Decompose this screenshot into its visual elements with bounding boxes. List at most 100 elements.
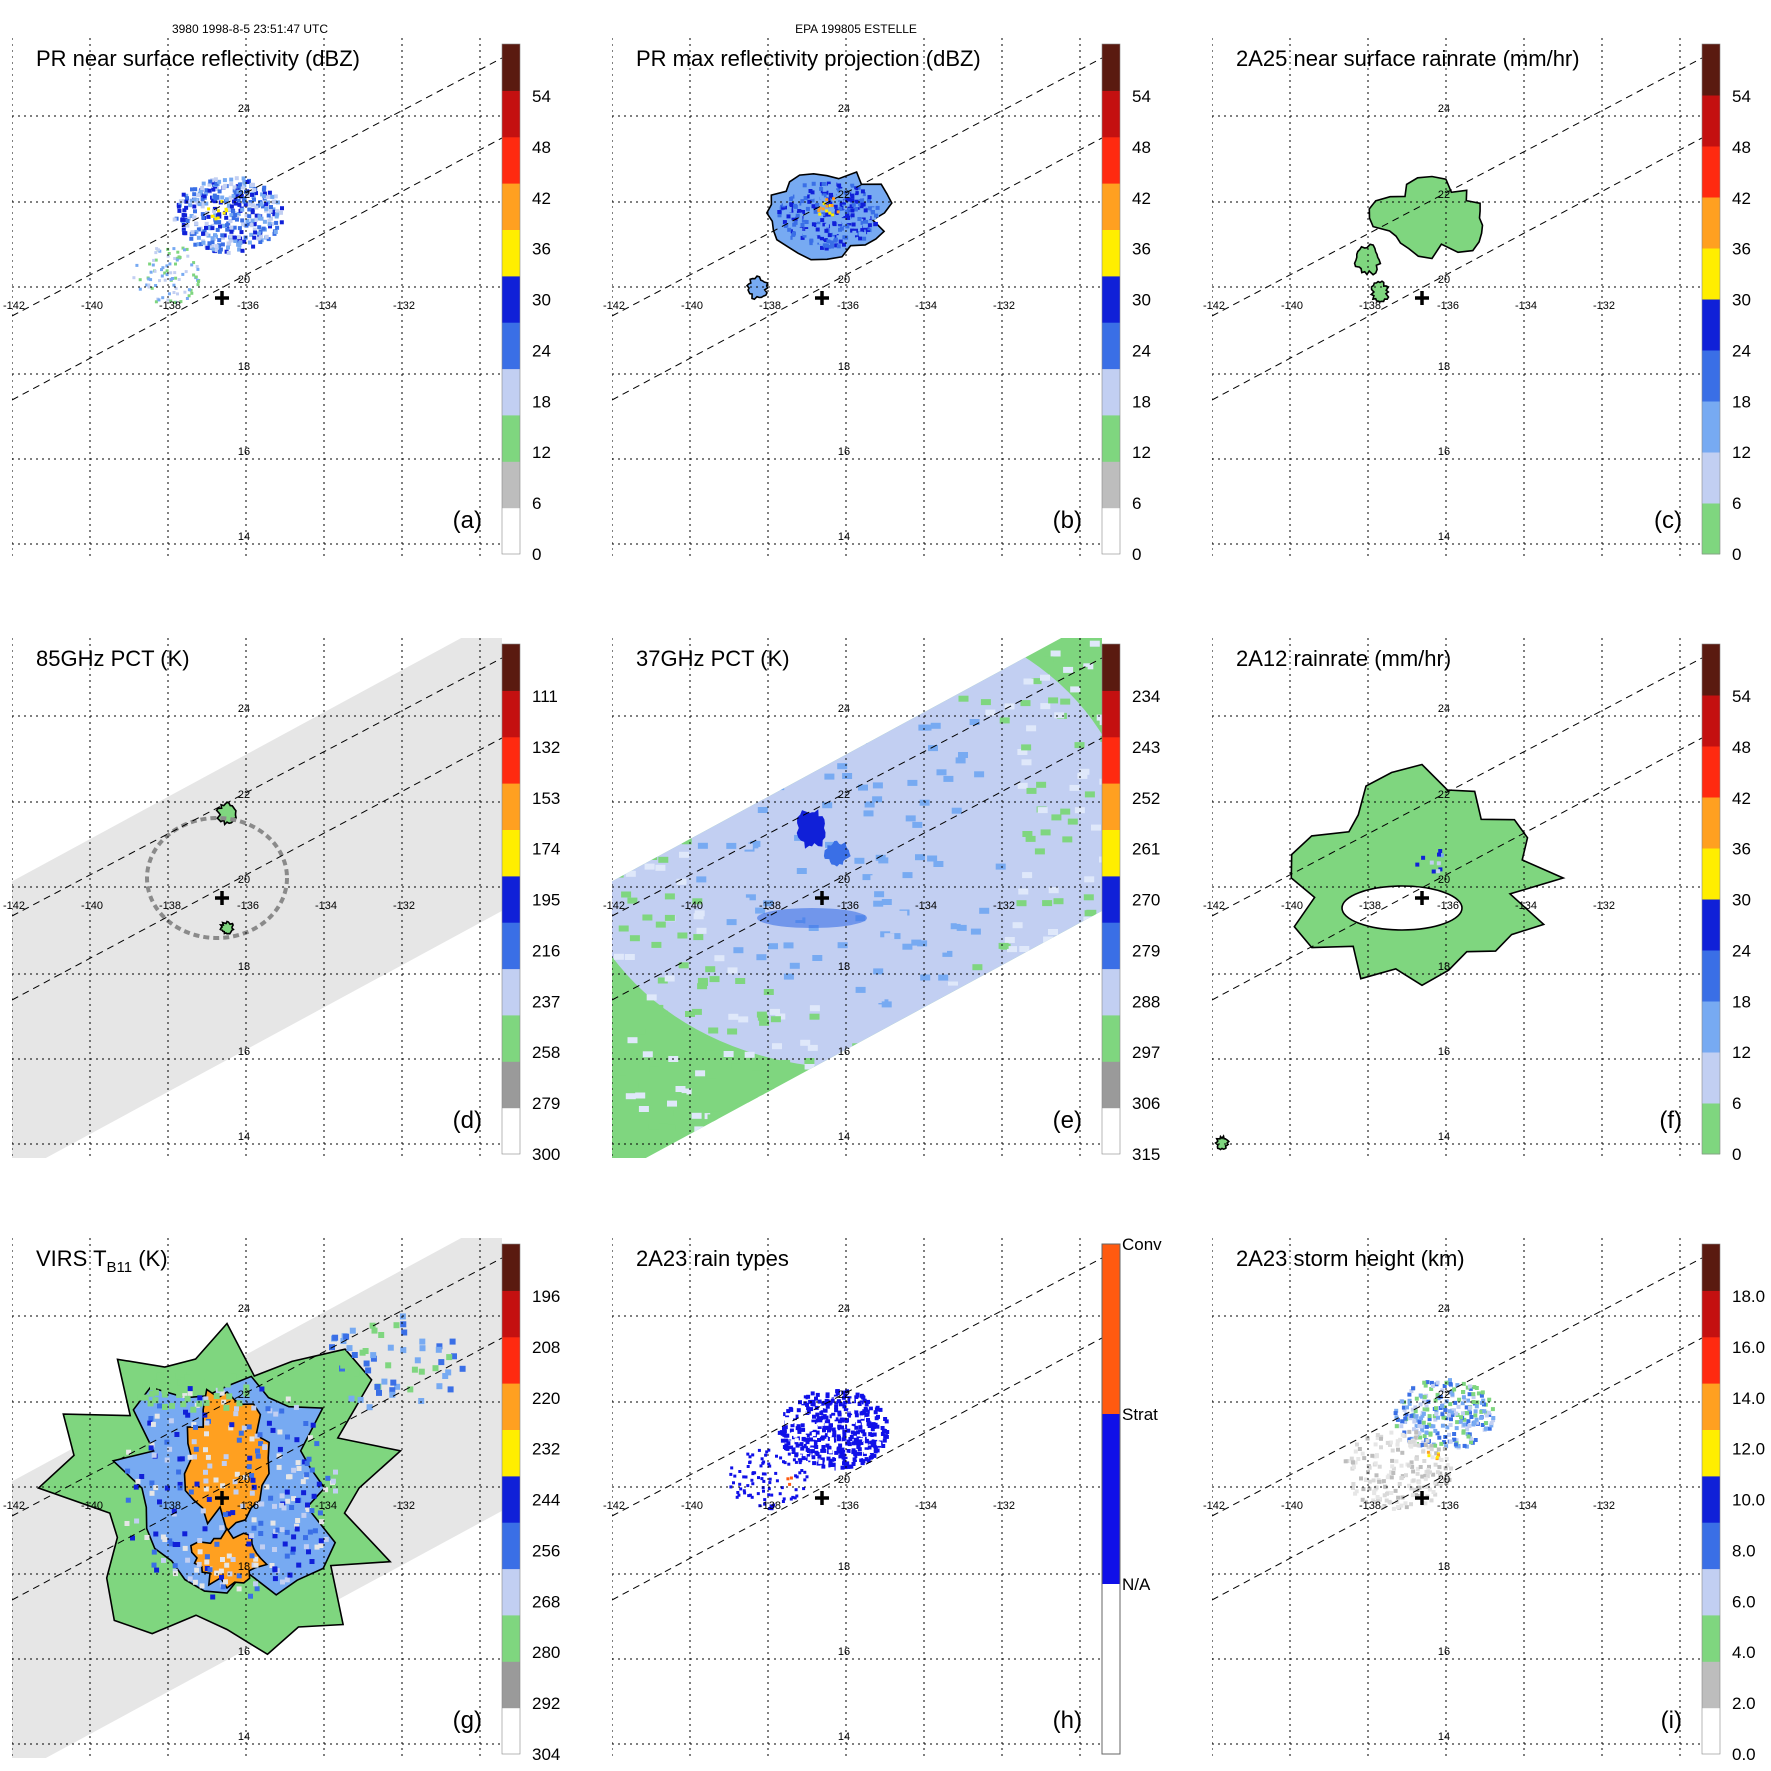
panel-i: -142 -140 -138 -136 -134 -132 24 22 20 18 16 14 2A23… <box>1203 1238 1765 1764</box>
panel-title: PR max reflectivity projection (dBZ) <box>636 46 981 71</box>
lon-label: -140 <box>1281 900 1303 912</box>
lat-label: 18 <box>838 361 850 373</box>
lon-label: -134 <box>1515 300 1537 312</box>
lon-label: -142 <box>3 900 25 912</box>
colorbar-tick-label: 0 <box>1732 545 1741 564</box>
colorbar-tick-label: 24 <box>532 341 551 360</box>
storm-center-icon <box>815 291 829 305</box>
colorbar-tick-label: 12 <box>1132 443 1151 462</box>
field-pr_max_reflectivity <box>745 170 893 301</box>
swath-edges <box>12 57 502 401</box>
colorbar <box>1701 43 1721 555</box>
lat-label: 18 <box>838 961 850 973</box>
colorbar-tick-label: 315 <box>1132 1145 1160 1164</box>
lat-label: 22 <box>1438 1389 1450 1401</box>
map-area <box>1212 38 1702 558</box>
colorbar-tick-label: 24 <box>1732 341 1751 360</box>
swath-edges <box>612 1257 1102 1601</box>
lat-label: 18 <box>1438 1561 1450 1573</box>
swath-edges <box>1212 57 1702 401</box>
field-rain_types <box>729 1389 890 1511</box>
lat-label: 16 <box>838 1046 850 1058</box>
lon-label: -140 <box>681 900 703 912</box>
lat-label: 14 <box>1438 1131 1450 1143</box>
lat-label: 14 <box>238 1731 250 1743</box>
map-area <box>1212 1238 1702 1758</box>
colorbar-tick-label: 6.0 <box>1732 1592 1756 1611</box>
colorbar-tick-label: 54 <box>1732 87 1751 106</box>
colorbar-tick-label: 48 <box>1132 138 1151 157</box>
panel-letter: (a) <box>453 507 482 534</box>
lat-label: 22 <box>838 789 850 801</box>
panel-title: PR near surface reflectivity (dBZ) <box>36 46 360 71</box>
lat-label: 18 <box>238 1561 250 1573</box>
map-area <box>612 38 1102 558</box>
lon-label: -134 <box>315 300 337 312</box>
swath-edges <box>1212 1257 1702 1601</box>
lat-label: 24 <box>1438 103 1450 115</box>
panels-layer: -142 -140 -138 -136 -134 -132 24 22 20 18 16 14 PR n… <box>3 38 1765 1764</box>
swath-background <box>12 638 502 1158</box>
colorbar-tick-label: 48 <box>1732 738 1751 757</box>
lat-label: 16 <box>838 446 850 458</box>
lon-label: -142 <box>1203 1500 1225 1512</box>
colorbar-tick-label: 14.0 <box>1732 1389 1765 1408</box>
map-area <box>612 1238 1102 1758</box>
lon-label: -142 <box>603 1500 625 1512</box>
panel-letter: (f) <box>1659 1107 1682 1134</box>
panel-f: -142 -140 -138 -136 -134 -132 24 22 20 18 16 14 2A12… <box>1203 638 1751 1164</box>
latlon-grid <box>1212 638 1702 1158</box>
latlon-grid <box>612 38 1102 558</box>
field-rainrate_2a12 <box>1214 763 1566 1151</box>
lat-label: 20 <box>838 1474 850 1486</box>
colorbar-tick-label: 36 <box>1732 840 1751 859</box>
colorbar-tick-label: 4.0 <box>1732 1643 1756 1662</box>
colorbar-tick-label: 36 <box>532 240 551 259</box>
swath-edges <box>612 57 1102 401</box>
colorbar-tick-label: 30 <box>1732 891 1751 910</box>
panel-title: 2A23 storm height (km) <box>1236 1246 1465 1271</box>
colorbar-tick-label: 280 <box>532 1643 560 1662</box>
lon-label: -132 <box>993 1500 1015 1512</box>
panel-h: -142 -140 -138 -136 -134 -132 24 22 20 18 16 14 2A23… <box>603 1235 1162 1758</box>
colorbar-tick-label: 30 <box>532 291 551 310</box>
colorbar-tick-label: 0 <box>1132 545 1141 564</box>
storm-center-icon <box>215 891 229 905</box>
lon-label: -138 <box>759 300 781 312</box>
colorbar <box>1701 1243 1721 1755</box>
lon-label: -132 <box>1593 300 1615 312</box>
storm-center-icon <box>215 1491 229 1505</box>
field-rainrate_2a25 <box>1353 175 1484 303</box>
lon-label: -138 <box>159 900 181 912</box>
colorbar-tick-label: 24 <box>1132 341 1151 360</box>
panel-c: -142 -140 -138 -136 -134 -132 24 22 20 18 16 14 2A25… <box>1203 38 1751 564</box>
panel-letter: (b) <box>1053 507 1082 534</box>
colorbar-tick-label: 153 <box>532 789 560 808</box>
colorbar-tick-label: 237 <box>532 992 560 1011</box>
swath-edges <box>612 657 1102 1001</box>
panel-letter: (h) <box>1053 1707 1082 1734</box>
lon-label: -138 <box>759 900 781 912</box>
lon-label: -138 <box>159 300 181 312</box>
colorbar-tick-label: 6 <box>532 494 541 513</box>
lon-label: -142 <box>3 300 25 312</box>
storm-center-icon <box>815 1491 829 1505</box>
lon-label: -132 <box>393 900 415 912</box>
colorbar <box>1701 643 1721 1155</box>
latlon-grid <box>612 638 1102 1158</box>
field-virs <box>36 1313 466 1656</box>
map-area <box>12 638 502 1158</box>
lat-label: 22 <box>238 1389 250 1401</box>
lon-label: -134 <box>915 300 937 312</box>
colorbar <box>501 1243 521 1755</box>
lat-label: 22 <box>238 789 250 801</box>
lat-label: 16 <box>1438 1046 1450 1058</box>
lat-label: 16 <box>1438 446 1450 458</box>
lon-label: -140 <box>81 900 103 912</box>
storm-center-icon <box>1415 291 1429 305</box>
storm-center-icon <box>215 291 229 305</box>
lon-label: -140 <box>681 1500 703 1512</box>
lat-label: 24 <box>838 1303 850 1315</box>
panel-title: 85GHz PCT (K) <box>36 646 190 671</box>
colorbar-tick-label: 258 <box>532 1043 560 1062</box>
